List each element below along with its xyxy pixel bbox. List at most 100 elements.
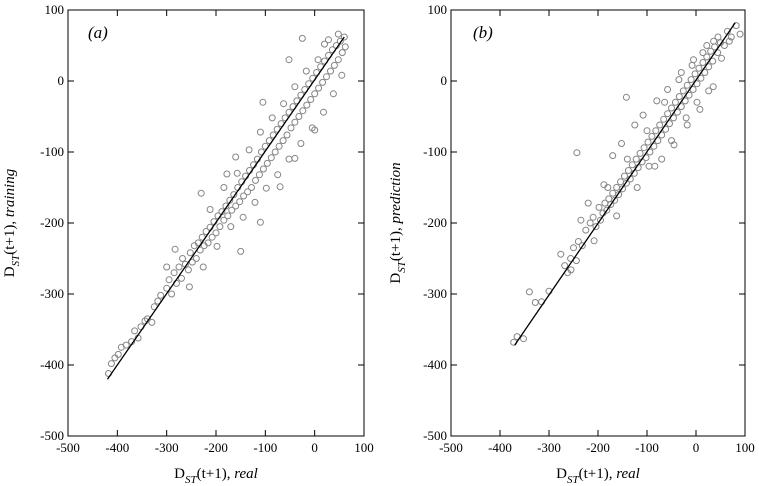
x-tick-label: 0 [311, 440, 318, 455]
scatter-point [213, 242, 221, 250]
panel-b-y-axis-title: DST(t+1), prediction [388, 162, 408, 283]
scatter-point [291, 118, 299, 126]
y-tick-label: -100 [423, 144, 447, 159]
scatter-point [584, 199, 592, 207]
scatter-point [188, 258, 196, 266]
scatter-point [233, 169, 241, 177]
scatter-point [658, 155, 666, 163]
scatter-point [297, 140, 305, 147]
scatter-point [718, 54, 725, 62]
scatter-point [163, 263, 171, 271]
scatter-point [644, 138, 652, 146]
scatter-point [683, 81, 691, 89]
x-tick-label: -400 [105, 440, 129, 455]
panel-b-x-axis-title: DST(t+1), real [556, 466, 640, 486]
scatter-point [561, 262, 569, 270]
scatter-point [619, 185, 626, 193]
scatter-point [603, 206, 611, 214]
scatter-point [683, 121, 691, 129]
x-title-main: D [556, 466, 567, 482]
x-tick-label: -400 [488, 440, 512, 455]
scatter-point [179, 255, 186, 262]
x-tick-label: -300 [537, 440, 561, 455]
scatter-point [107, 360, 115, 368]
scatter-point [632, 155, 640, 163]
scatter-point [714, 33, 722, 41]
scatter-point [590, 237, 598, 245]
scatter-point [640, 144, 648, 152]
scatter-point [696, 105, 704, 113]
scatter-point [707, 47, 715, 55]
x-tick-label: 100 [354, 440, 374, 455]
scatter-point [725, 37, 733, 45]
panel-a-y-axis-title: DST(t+1), training [2, 168, 22, 277]
scatter-point [727, 33, 735, 41]
scatter-point [699, 59, 707, 66]
scatter-point [631, 121, 639, 129]
scatter-point [705, 87, 713, 95]
scatter-point [320, 108, 327, 116]
scatter-point [239, 213, 247, 221]
scatter-point [114, 350, 122, 358]
scatter-point [574, 238, 582, 245]
scatter-point [604, 184, 612, 191]
scatter-point [656, 121, 664, 129]
scatter-point [695, 64, 703, 72]
scatter-point [636, 149, 644, 157]
y-tick-label: 0 [441, 73, 448, 88]
x-title-mid: (t+1), [579, 466, 617, 482]
scatter-point [624, 167, 632, 174]
x-title-main: D [174, 466, 185, 482]
panel-a: -500 -400 -300 -200 -100 0 100 -500 -400 -300 -200… [2, 2, 374, 486]
scatter-point [227, 223, 235, 231]
panel-a-x-axis-title: DST(t+1), real [174, 466, 258, 486]
scatter-point [330, 61, 338, 69]
scatter-point [567, 266, 575, 274]
scatter-point [675, 76, 683, 84]
y-tick-label: -400 [40, 357, 64, 372]
scatter-point [592, 223, 600, 231]
scatter-point [303, 101, 311, 109]
scatter-point [122, 341, 130, 349]
scatter-point [609, 152, 617, 160]
x-tick-label: -500 [56, 440, 80, 455]
scatter-point [199, 263, 207, 271]
y-tick-label: -300 [40, 286, 64, 301]
scatter-point [572, 257, 580, 265]
scatter-point [279, 137, 287, 145]
scatter-point [192, 255, 200, 262]
scatter-point [175, 263, 183, 271]
scatter-point [178, 274, 185, 282]
scatter-point [220, 216, 228, 224]
x-tick-label: -100 [635, 440, 659, 455]
scatter-point [671, 98, 679, 106]
scatter-point [682, 114, 690, 122]
scatter-point [255, 171, 263, 179]
scatter-point [283, 131, 291, 139]
panel-b-ticks: -500 -400 -300 -200 -100 0 100 -500 -400 -300 -200… [423, 2, 755, 455]
scatter-point [212, 229, 220, 237]
x-title-sub: ST [567, 474, 580, 486]
y-tick-label: -200 [40, 215, 64, 230]
scatter-point [291, 83, 299, 91]
scatter-point [327, 67, 334, 75]
scatter-point [582, 226, 590, 234]
x-title-sub: ST [185, 474, 198, 486]
scatter-point [570, 244, 577, 252]
scatter-point [595, 203, 603, 211]
scatter-point [228, 206, 236, 214]
scatter-point [275, 142, 283, 150]
scatter-point [131, 327, 139, 335]
scatter-point [668, 104, 675, 112]
scatter-point [311, 90, 319, 98]
y-title-end: training [2, 168, 18, 217]
scatter-point [302, 67, 310, 75]
y-title-main: D [2, 266, 18, 277]
scatter-point [622, 93, 630, 101]
scatter-point [259, 98, 267, 106]
y-tick-label: -400 [423, 357, 447, 372]
scatter-point [688, 61, 696, 69]
scatter-point [220, 184, 228, 191]
scatter-point [280, 100, 288, 108]
scatter-point [291, 154, 299, 162]
